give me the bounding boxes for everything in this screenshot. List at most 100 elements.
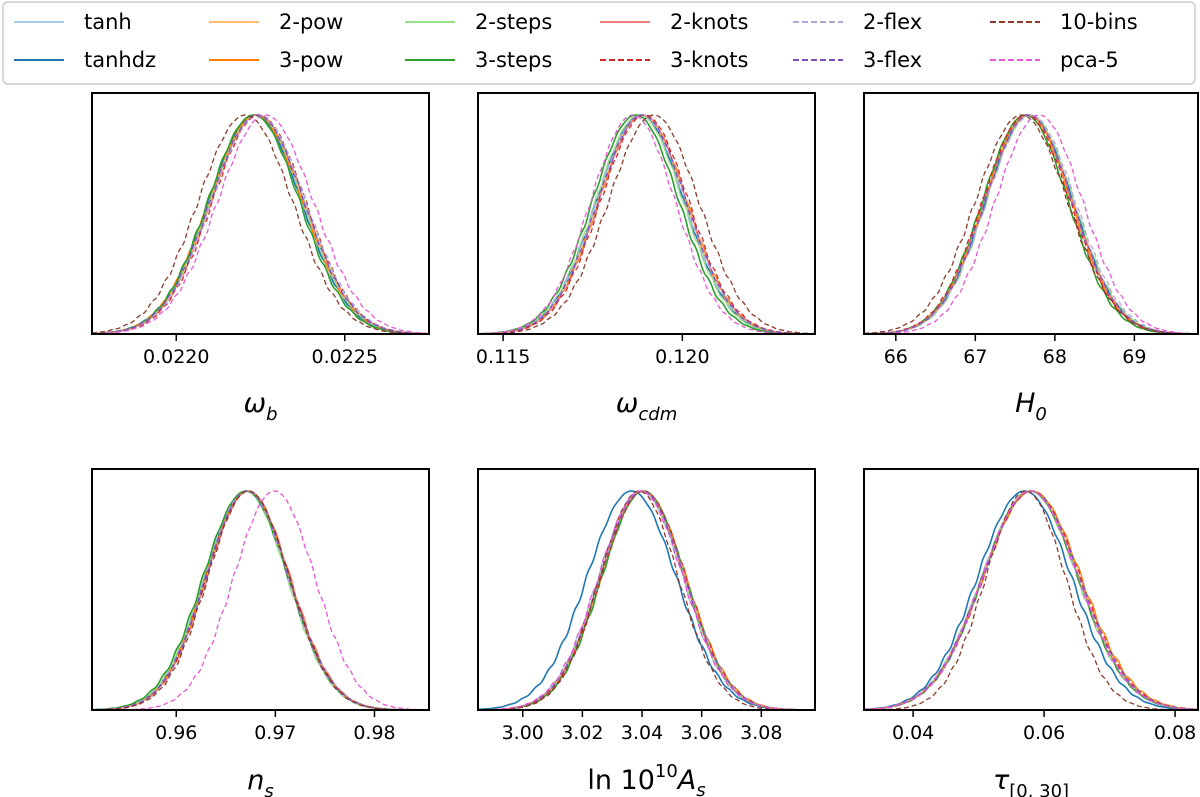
curve-tanh — [92, 490, 429, 710]
curve-3-pow — [864, 490, 1198, 710]
curve-2-knots — [864, 114, 1198, 334]
curve-3-steps — [864, 114, 1198, 334]
legend-entry-10-bins: 10-bins — [990, 10, 1138, 34]
x-axis-label-tail: A — [676, 765, 696, 796]
curve-2-steps — [92, 114, 429, 334]
x-axis-label-sub: b — [266, 404, 277, 425]
x-tick-label: 0.06 — [1023, 722, 1065, 744]
legend-entry-2-knots: 2-knots — [600, 10, 748, 34]
curve-3-steps — [92, 490, 429, 710]
legend-label: pca-5 — [1060, 48, 1119, 72]
curve-2-flex — [478, 490, 815, 710]
curve-tanh — [92, 114, 429, 334]
curve-10-bins — [864, 490, 1198, 710]
legend-frame — [2, 1, 1196, 85]
legend-label: 2-pow — [279, 10, 343, 34]
x-tick-label: 0.08 — [1154, 722, 1196, 744]
curve-3-knots — [478, 114, 815, 334]
curve-2-knots — [92, 490, 429, 710]
legend-label: 3-flex — [863, 48, 922, 72]
curve-3-knots — [864, 490, 1198, 710]
curve-3-pow — [478, 114, 815, 334]
curve-2-steps — [478, 490, 815, 710]
curve-tanhdz — [478, 114, 815, 334]
curve-pca-5 — [478, 114, 815, 334]
legend-entry-2-pow: 2-pow — [209, 10, 343, 34]
curves — [864, 490, 1198, 710]
legend-label: 10-bins — [1060, 10, 1138, 34]
axes-frame — [863, 468, 1199, 711]
axes-frame — [91, 468, 430, 711]
x-axis-label: ln 1010As — [587, 761, 705, 797]
axes-frame — [91, 92, 430, 335]
panel-tau: 0.04 0.06 0.08 τ[0, 30] — [863, 468, 1199, 797]
curve-3-knots — [478, 490, 815, 710]
curves — [864, 114, 1198, 334]
curve-3-knots — [864, 114, 1198, 334]
panel-omega_cdm: 0.115 0.120 ωcdm — [476, 92, 816, 425]
curve-2-flex — [92, 114, 429, 334]
axes-frame — [477, 468, 816, 711]
panel-H0: 66 67 68 69 H0 — [863, 92, 1199, 425]
curves — [478, 490, 815, 710]
curve-tanhdz — [92, 114, 429, 334]
curve-2-pow — [92, 114, 429, 334]
legend-label: 2-knots — [670, 10, 748, 34]
curve-2-steps — [864, 114, 1198, 334]
legend-label: 2-flex — [863, 10, 922, 34]
curve-2-flex — [864, 490, 1198, 710]
x-tick-label: 0.96 — [155, 722, 197, 744]
x-axis-label: τ[0, 30] — [993, 765, 1069, 797]
x-axis-label-main: ω — [243, 388, 266, 419]
curve-3-pow — [92, 490, 429, 710]
x-tick-label: 3.06 — [681, 722, 723, 744]
x-axis-label: H0 — [1015, 388, 1047, 425]
legend-entry-3-pow: 3-pow — [209, 48, 343, 72]
panel-omega_b: 0.0220 0.0225 ωb — [91, 92, 430, 425]
curves — [478, 114, 815, 334]
curve-10-bins — [478, 490, 815, 710]
legend-entry-2-flex: 2-flex — [793, 10, 922, 34]
curve-10-bins — [478, 114, 815, 334]
curve-pca-5 — [92, 114, 429, 334]
x-axis-label-main: H — [1015, 388, 1035, 419]
curve-10-bins — [864, 114, 1198, 334]
x-tick-label: 69 — [1122, 346, 1146, 368]
curve-tanhdz — [864, 114, 1198, 334]
curve-2-knots — [478, 114, 815, 334]
x-axis-label-sub: [0, 30] — [1009, 781, 1069, 797]
curve-3-flex — [92, 490, 429, 710]
curve-3-steps — [478, 114, 815, 334]
x-tick-label: 0.04 — [892, 722, 934, 744]
x-axis-label-sub: s — [696, 780, 705, 797]
curve-3-flex — [92, 114, 429, 334]
x-tick-label: 68 — [1043, 346, 1067, 368]
curve-10-bins — [92, 490, 429, 710]
curve-2-flex — [864, 114, 1198, 334]
curve-3-flex — [478, 114, 815, 334]
legend-label: 3-steps — [475, 48, 552, 72]
curve-3-pow — [478, 490, 815, 710]
curve-2-steps — [478, 114, 815, 334]
legend: tanh tanhdz 2-pow 3-pow 2-steps 3-steps 2-knot… — [2, 1, 1196, 85]
curve-tanh — [478, 490, 815, 710]
curve-pca-5 — [864, 490, 1198, 710]
x-axis-label-sub: cdm — [638, 404, 677, 425]
curve-2-pow — [92, 490, 429, 710]
curve-3-steps — [92, 114, 429, 334]
legend-label: 2-steps — [475, 10, 552, 34]
x-axis-label-sub: s — [264, 781, 273, 797]
curve-tanhdz — [92, 490, 429, 710]
x-tick-label: 3.00 — [502, 722, 544, 744]
x-axis-label-main: τ — [993, 765, 1010, 796]
curves — [92, 490, 429, 710]
curve-pca-5 — [92, 490, 429, 710]
curve-2-flex — [478, 114, 815, 334]
legend-label: 3-pow — [279, 48, 343, 72]
curve-10-bins — [92, 114, 429, 334]
legend-entry-3-flex: 3-flex — [793, 48, 922, 72]
legend-entry-tanh: tanh — [14, 10, 132, 34]
legend-label: tanhdz — [84, 48, 156, 72]
